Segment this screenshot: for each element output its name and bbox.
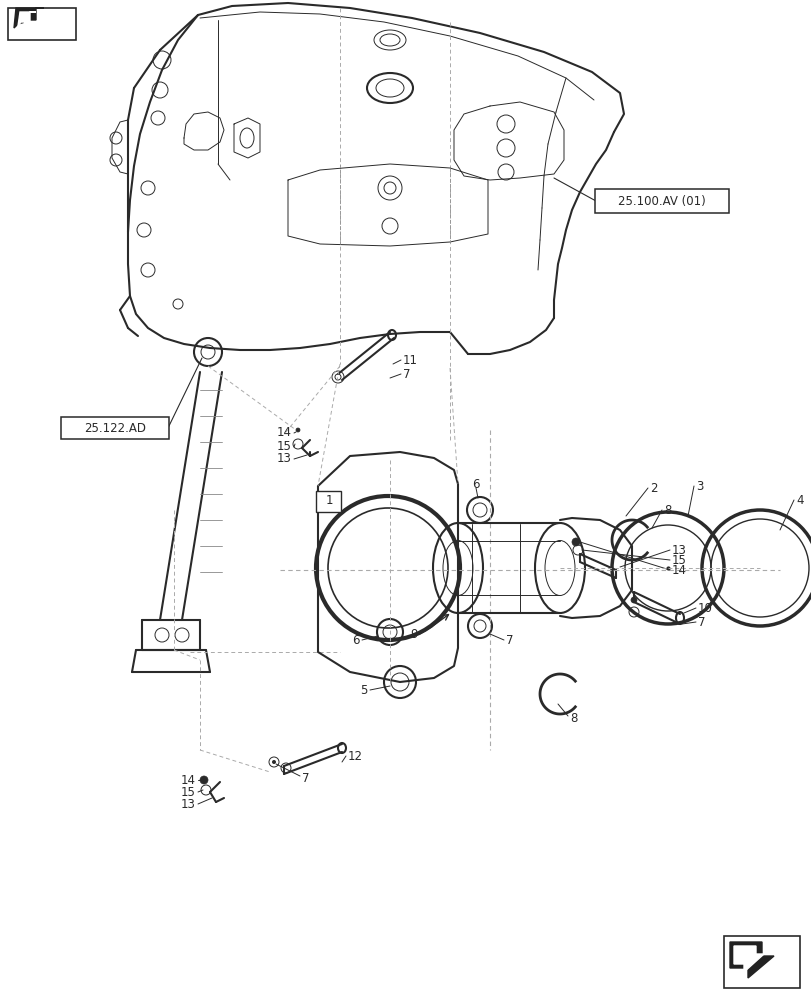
Text: 7: 7 <box>505 634 513 646</box>
Text: 1: 1 <box>325 494 333 508</box>
Text: 7: 7 <box>402 367 410 380</box>
Polygon shape <box>729 942 773 978</box>
FancyBboxPatch shape <box>723 936 799 988</box>
Circle shape <box>571 538 579 546</box>
Text: 14: 14 <box>181 774 195 786</box>
Ellipse shape <box>296 428 299 432</box>
Text: 3: 3 <box>695 480 702 492</box>
Text: 6: 6 <box>472 478 479 490</box>
Text: 9: 9 <box>410 628 418 640</box>
Polygon shape <box>733 946 763 972</box>
Circle shape <box>272 760 276 764</box>
Text: 14: 14 <box>277 426 292 440</box>
Text: 13: 13 <box>277 452 292 466</box>
Circle shape <box>630 597 636 603</box>
Polygon shape <box>14 8 44 28</box>
Text: 25.122.AD: 25.122.AD <box>84 422 146 434</box>
Circle shape <box>200 776 208 784</box>
Text: 25.100.AV (01): 25.100.AV (01) <box>617 195 705 208</box>
Text: 14: 14 <box>672 564 686 576</box>
Text: 7: 7 <box>697 615 705 628</box>
FancyBboxPatch shape <box>61 417 169 439</box>
Text: 10: 10 <box>697 601 712 614</box>
Text: 2: 2 <box>649 482 657 494</box>
Polygon shape <box>18 12 36 26</box>
Text: 13: 13 <box>181 797 195 810</box>
Text: 8: 8 <box>569 711 577 724</box>
Text: 12: 12 <box>348 750 363 762</box>
Text: 6: 6 <box>352 634 359 646</box>
Text: 13: 13 <box>672 544 686 556</box>
FancyBboxPatch shape <box>316 490 341 512</box>
FancyBboxPatch shape <box>594 189 728 213</box>
Text: 11: 11 <box>402 354 418 366</box>
Text: 4: 4 <box>795 493 803 506</box>
Text: 15: 15 <box>672 554 686 566</box>
FancyBboxPatch shape <box>8 8 76 40</box>
Text: 8: 8 <box>663 504 671 516</box>
Text: 15: 15 <box>277 440 292 454</box>
Text: 7: 7 <box>302 772 309 784</box>
Text: 5: 5 <box>360 684 367 696</box>
Text: 15: 15 <box>181 786 195 798</box>
